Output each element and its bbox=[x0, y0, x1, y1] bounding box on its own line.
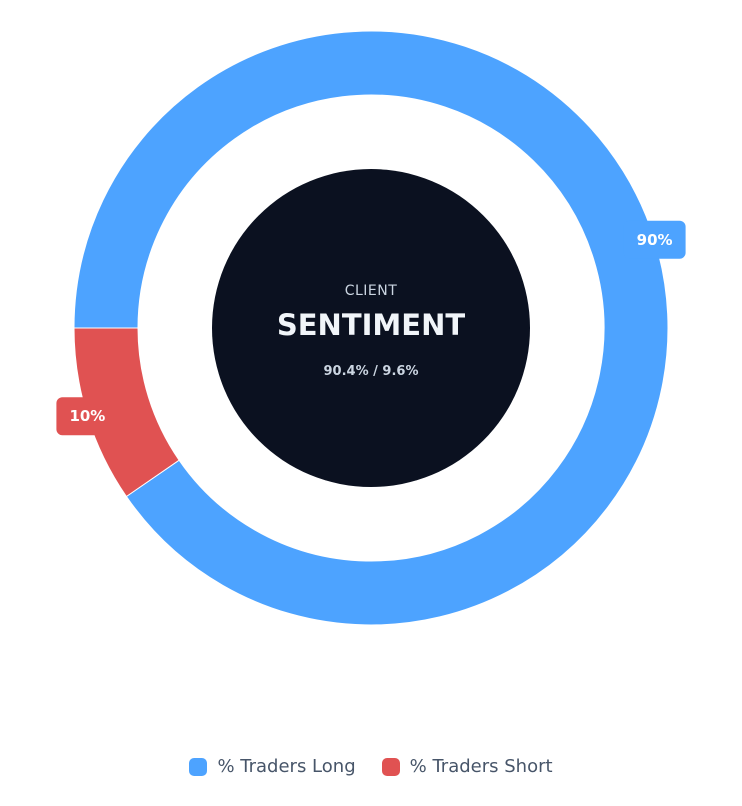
slice-short[interactable] bbox=[73, 327, 180, 498]
center-subtitle: 90.4% / 9.6% bbox=[324, 364, 419, 379]
data-label-badge-long bbox=[623, 220, 686, 259]
legend: % Traders Long % Traders Short bbox=[0, 756, 742, 777]
legend-swatch-short bbox=[381, 757, 400, 776]
legend-swatch-long bbox=[189, 757, 208, 776]
slice-long[interactable] bbox=[73, 30, 669, 626]
legend-label-short: % Traders Short bbox=[409, 756, 553, 777]
legend-label-long: % Traders Long bbox=[217, 756, 356, 777]
data-label-short: 10% bbox=[69, 407, 105, 425]
legend-item-long[interactable]: % Traders Long bbox=[189, 756, 356, 777]
data-label-badge-short bbox=[56, 397, 119, 436]
data-label-long: 90% bbox=[637, 231, 673, 249]
center-overline: CLIENT bbox=[345, 283, 398, 299]
center-disc bbox=[212, 169, 530, 487]
center-title: SENTIMENT bbox=[277, 308, 465, 342]
legend-item-short[interactable]: % Traders Short bbox=[381, 756, 553, 777]
